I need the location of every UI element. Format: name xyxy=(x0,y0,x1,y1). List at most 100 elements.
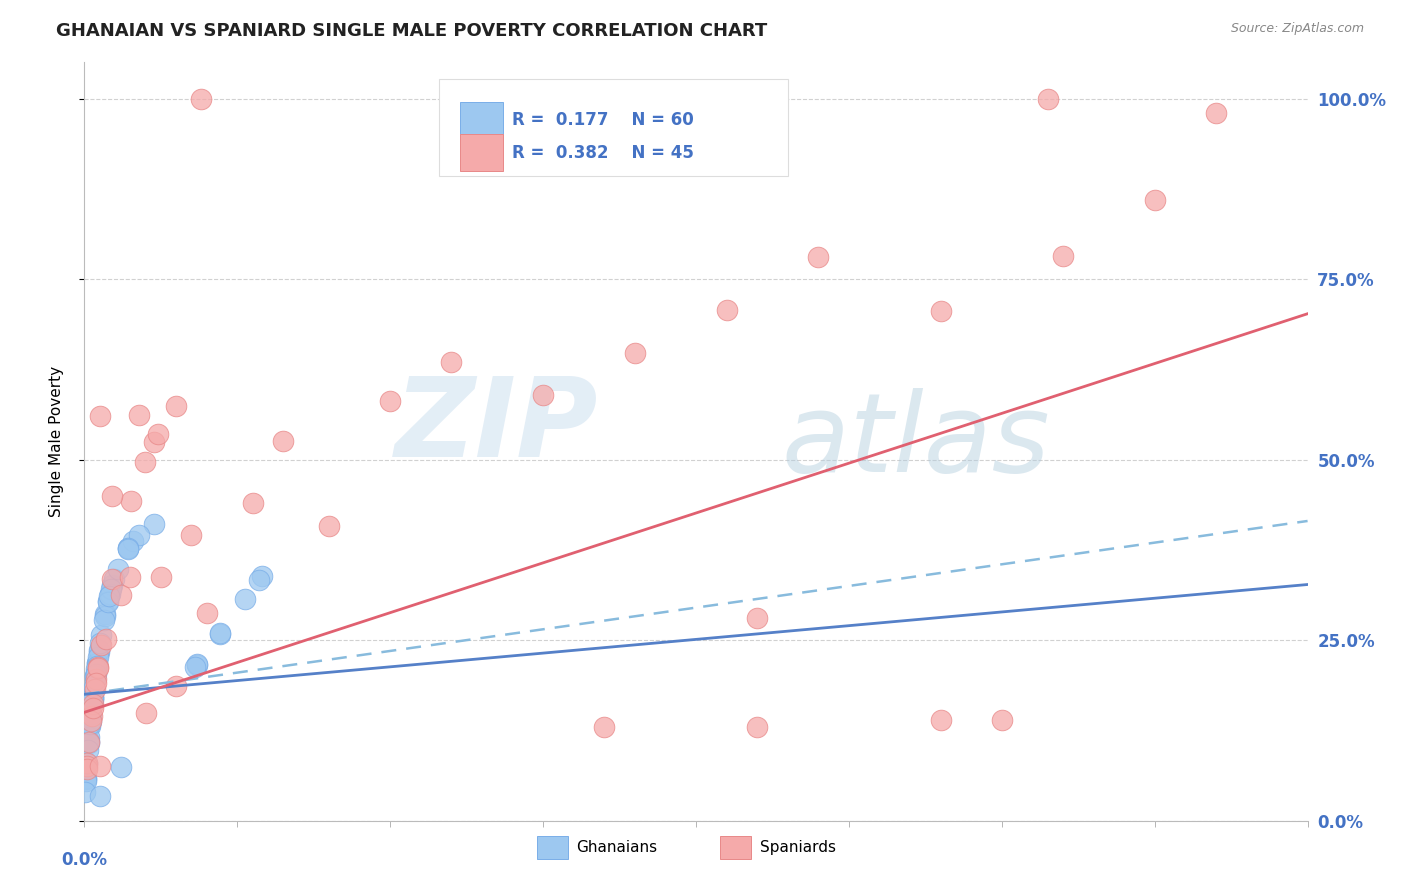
Point xyxy=(1036,91,1059,105)
Point xyxy=(80,709,103,723)
Point xyxy=(83,680,105,694)
Point xyxy=(1205,106,1227,120)
Point xyxy=(101,578,124,592)
Point xyxy=(110,588,132,602)
Text: ZIP: ZIP xyxy=(395,373,598,480)
Point xyxy=(103,572,125,586)
Point xyxy=(94,607,117,621)
Text: Source: ZipAtlas.com: Source: ZipAtlas.com xyxy=(1230,22,1364,36)
Point xyxy=(186,657,208,671)
Point xyxy=(143,517,166,532)
Point xyxy=(82,691,104,706)
Point xyxy=(380,393,402,408)
Point xyxy=(97,595,120,609)
Point xyxy=(87,649,110,664)
Point xyxy=(180,527,202,541)
Point xyxy=(75,772,97,786)
Point xyxy=(87,645,110,659)
Point xyxy=(165,399,187,413)
Bar xyxy=(720,836,751,858)
Point xyxy=(84,669,107,683)
Point xyxy=(82,692,104,706)
Point xyxy=(75,774,97,789)
Point xyxy=(82,697,104,711)
Text: 0.0%: 0.0% xyxy=(62,851,107,869)
Point xyxy=(82,696,104,710)
Point xyxy=(90,628,112,642)
Point xyxy=(73,785,96,799)
Point xyxy=(531,387,554,401)
Point xyxy=(76,762,98,776)
Point xyxy=(149,570,172,584)
Point xyxy=(107,562,129,576)
Point xyxy=(77,743,100,757)
Point xyxy=(747,611,769,625)
Point xyxy=(247,573,270,587)
Point xyxy=(89,759,111,773)
Point xyxy=(184,660,207,674)
Point xyxy=(318,519,340,533)
Point xyxy=(122,533,145,548)
Point xyxy=(84,669,107,683)
Point xyxy=(86,656,108,670)
Point xyxy=(93,609,115,624)
Point xyxy=(101,489,124,503)
Text: Ghanaians: Ghanaians xyxy=(576,839,657,855)
Point xyxy=(135,706,157,721)
Point xyxy=(86,658,108,673)
Point xyxy=(84,662,107,676)
Point xyxy=(84,665,107,679)
Point xyxy=(89,636,111,650)
Point xyxy=(79,717,101,731)
Point xyxy=(76,756,98,770)
Text: atlas: atlas xyxy=(782,388,1050,495)
Point xyxy=(747,720,769,734)
Point xyxy=(82,689,104,703)
Bar xyxy=(460,135,503,171)
Point xyxy=(593,720,616,734)
Point xyxy=(991,713,1014,727)
Text: GHANAIAN VS SPANIARD SINGLE MALE POVERTY CORRELATION CHART: GHANAIAN VS SPANIARD SINGLE MALE POVERTY… xyxy=(56,22,768,40)
Point xyxy=(86,656,108,670)
Point xyxy=(90,639,112,653)
Point xyxy=(624,346,647,360)
Point xyxy=(117,541,139,555)
Point xyxy=(233,592,256,607)
Point xyxy=(86,661,108,675)
Point xyxy=(208,626,231,640)
Point xyxy=(84,667,107,681)
Point xyxy=(87,660,110,674)
Point xyxy=(110,760,132,774)
Point xyxy=(252,569,274,583)
Point xyxy=(117,541,139,555)
Point xyxy=(84,681,107,696)
Point xyxy=(242,496,264,510)
Point xyxy=(1052,249,1074,263)
Point xyxy=(84,676,107,690)
Point xyxy=(87,642,110,657)
Bar xyxy=(537,836,568,858)
Point xyxy=(79,719,101,733)
Point xyxy=(82,690,104,705)
Bar xyxy=(460,103,503,138)
Point xyxy=(75,772,97,787)
Point xyxy=(165,679,187,693)
Point xyxy=(208,626,231,640)
Point xyxy=(128,408,150,422)
Point xyxy=(929,304,952,318)
Point xyxy=(117,541,139,556)
Point xyxy=(98,589,121,603)
Point xyxy=(93,613,115,627)
Point xyxy=(84,673,107,687)
Point xyxy=(1143,193,1166,207)
Point xyxy=(186,657,208,672)
Point xyxy=(440,355,463,369)
Point xyxy=(80,706,103,721)
Point xyxy=(77,735,100,749)
Point xyxy=(84,672,107,686)
Point xyxy=(716,302,738,317)
Text: R =  0.382    N = 45: R = 0.382 N = 45 xyxy=(513,144,695,161)
Point xyxy=(98,587,121,601)
Point xyxy=(100,582,122,596)
Point xyxy=(146,426,169,441)
